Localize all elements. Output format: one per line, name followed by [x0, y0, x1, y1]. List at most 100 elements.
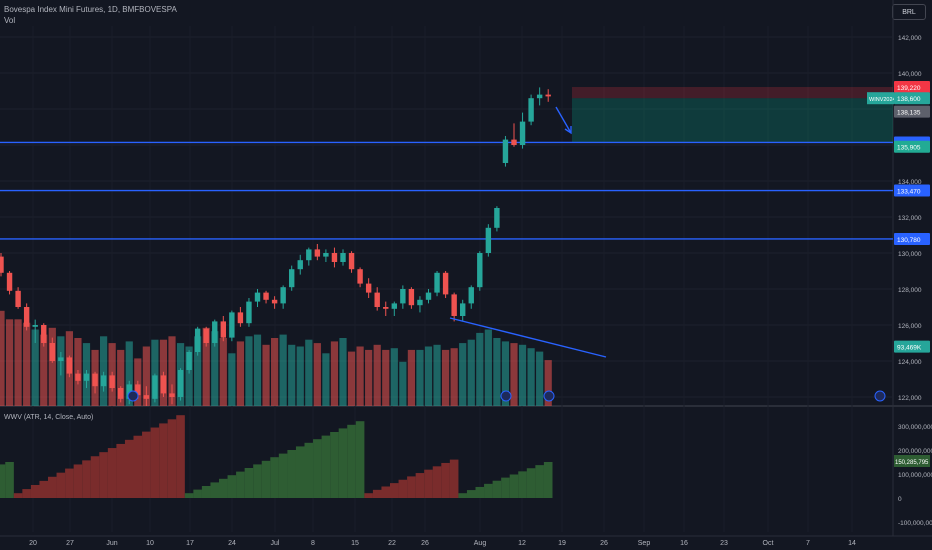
earnings-event-icon: [500, 390, 512, 402]
candle-body: [135, 384, 141, 396]
indicator-bar: [543, 462, 553, 498]
indicator-bar: [48, 476, 57, 498]
candle-body: [502, 139, 509, 163]
candle-body: [49, 343, 55, 361]
price-tag: 93,469K: [897, 345, 922, 352]
volume-bar: [544, 360, 552, 406]
candle-body: [519, 121, 526, 145]
candle-body: [41, 325, 47, 343]
indicator-tick-label: -100,000,000: [898, 520, 932, 527]
candle-body: [100, 375, 107, 387]
volume-bar: [476, 332, 484, 406]
candle-body: [75, 373, 81, 381]
time-tick-label: 19: [558, 540, 566, 547]
volume-bar: [14, 319, 22, 406]
indicator-bar: [90, 456, 100, 498]
price-tick-label: 130,000: [898, 251, 922, 258]
candle-body: [66, 357, 73, 374]
volume-bar: [510, 343, 518, 406]
candle-body: [348, 253, 355, 270]
price-tick-label: 122,000: [898, 395, 922, 402]
time-tick-label: 8: [311, 540, 315, 547]
time-tick-label: 22: [388, 540, 396, 547]
time-tick-label: Sep: [638, 540, 651, 547]
volume-bar: [5, 319, 14, 406]
volume-bar: [527, 348, 535, 406]
volume-bar: [125, 341, 133, 406]
price-tick-label: 128,000: [898, 287, 922, 294]
time-tick-label: 12: [518, 540, 526, 547]
indicator-bar: [0, 464, 6, 498]
candle-body: [374, 292, 380, 307]
volume-bar: [279, 334, 287, 406]
volume-bar: [459, 343, 467, 406]
volume-bar: [0, 310, 5, 406]
candle-body: [237, 312, 244, 324]
indicator-bar: [398, 479, 408, 498]
candle-body: [109, 375, 115, 388]
volume-bar: [450, 348, 458, 406]
candle-body: [32, 325, 38, 327]
volume-bar: [253, 334, 262, 406]
candle-body: [203, 328, 209, 343]
candle-body: [160, 375, 167, 394]
indicator-bar: [492, 480, 502, 498]
candle-body: [528, 98, 534, 122]
candle-body: [417, 299, 423, 306]
indicator-bar: [56, 472, 66, 498]
volume-bar: [23, 322, 31, 406]
indicator-bar: [535, 465, 544, 498]
level-price-tag: 130,780: [897, 237, 921, 244]
time-tick-label: 17: [186, 540, 194, 547]
volume-label: Vol: [4, 16, 16, 25]
indicator-bar: [210, 482, 220, 498]
candle-body: [323, 253, 329, 257]
indicator-bar: [501, 477, 510, 498]
candle-body: [314, 249, 321, 257]
candle-body: [152, 375, 158, 399]
indicator-bar: [116, 443, 125, 498]
indicator-bar: [407, 476, 416, 498]
candle-body: [408, 289, 415, 306]
price-tag: 138,135: [897, 110, 921, 117]
indicator-bar: [159, 423, 168, 498]
volume-bar: [185, 346, 193, 406]
price-tick-label: 140,000: [898, 71, 922, 78]
volume-bar: [484, 329, 492, 406]
indicator-bar: [466, 490, 476, 498]
candle-body: [280, 287, 286, 304]
time-tick-label: 16: [680, 540, 688, 547]
price-tick-label: 132,000: [898, 215, 922, 222]
time-tick-label: 15: [351, 540, 359, 547]
volume-bar: [271, 338, 279, 406]
indicator-bar: [338, 428, 348, 498]
candle-body: [451, 294, 457, 316]
candle-body: [6, 272, 13, 291]
candle-body: [468, 287, 474, 304]
indicator-tick-label: 200,000,000: [898, 448, 932, 455]
indicator-bar: [526, 468, 536, 498]
indicator-tick-label: 300,000,000: [898, 424, 932, 431]
volume-bar: [467, 339, 475, 406]
indicator-bar: [364, 493, 373, 498]
volume-bar: [40, 334, 48, 406]
indicator-bar: [167, 419, 177, 498]
volume-bar: [407, 349, 415, 406]
time-tick-label: 7: [806, 540, 810, 547]
price-tick-label: 134,000: [898, 179, 922, 186]
price-tag: 135,905: [897, 145, 921, 152]
indicator-bar: [193, 489, 202, 498]
volume-bar: [339, 338, 347, 406]
candle-body: [118, 388, 124, 399]
candle-body: [263, 292, 269, 300]
price-tick-label: 126,000: [898, 323, 922, 330]
indicator-bar: [30, 484, 40, 498]
indicator-bar: [458, 493, 467, 498]
indicator-bar: [287, 450, 296, 498]
indicator-bar: [73, 464, 83, 498]
candle-body: [23, 307, 30, 327]
candle-body: [220, 321, 226, 338]
indicator-bar: [484, 483, 493, 498]
time-tick-label: Oct: [763, 540, 774, 547]
